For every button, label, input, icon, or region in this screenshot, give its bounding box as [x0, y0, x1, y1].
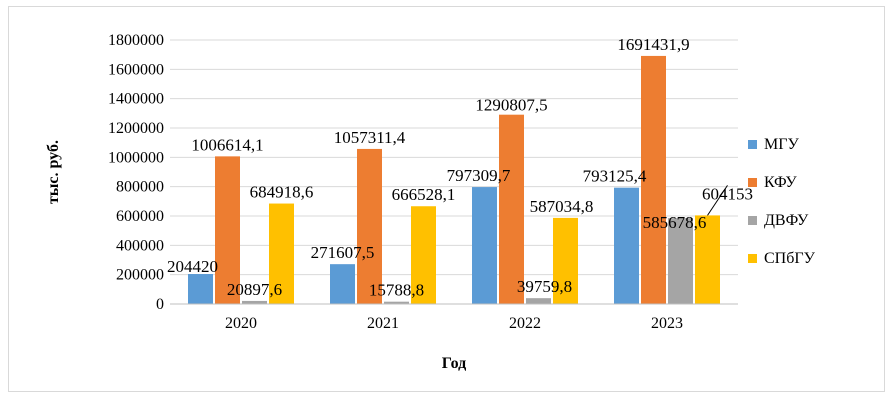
bar [553, 217, 578, 304]
data-label: 585678,6 [643, 213, 707, 232]
data-label: 797309,7 [447, 166, 511, 185]
y-tick-label: 1000000 [108, 149, 164, 166]
bar [641, 55, 666, 304]
data-label: 604153 [702, 184, 753, 203]
data-label: 20897,6 [227, 280, 282, 299]
chart-frame [8, 6, 885, 392]
legend: МГУ КФУ ДВФУ СПбГУ [748, 136, 816, 267]
legend-swatch [748, 216, 757, 225]
data-label: 666528,1 [392, 185, 456, 204]
x-tick-label: 2021 [367, 315, 399, 332]
y-tick-label: 400000 [116, 237, 164, 254]
data-label: 793125,4 [583, 167, 647, 186]
data-label: 1057311,4 [334, 128, 406, 147]
data-label: 204420 [167, 257, 218, 276]
legend-label: КФУ [764, 174, 797, 191]
y-tick-label: 800000 [116, 179, 164, 196]
y-tick-label: 0 [156, 296, 164, 313]
data-label: 1006614,1 [191, 135, 263, 154]
bar [668, 218, 693, 304]
y-tick-label: 1600000 [108, 61, 164, 78]
y-tick-label: 200000 [116, 267, 164, 284]
y-tick-label: 1400000 [108, 91, 164, 108]
data-label: 587034,8 [530, 197, 594, 216]
x-tick-label: 2022 [509, 315, 541, 332]
legend-label: СПбГУ [764, 250, 816, 267]
y-axis-title: тыс. руб. [45, 140, 62, 204]
bar [472, 187, 497, 304]
bar [411, 206, 436, 304]
legend-label: ДВФУ [764, 212, 809, 229]
bar [330, 264, 355, 304]
legend-swatch [748, 254, 757, 263]
data-label: 1691431,9 [617, 35, 689, 54]
bar [188, 274, 213, 304]
bar [384, 301, 409, 304]
bar [526, 298, 551, 304]
x-axis-title: Год [442, 355, 466, 372]
bar [242, 300, 267, 304]
y-tick-label: 600000 [116, 208, 164, 225]
data-label: 684918,6 [250, 183, 314, 202]
bars [188, 55, 720, 304]
legend-label: МГУ [764, 136, 799, 153]
data-label: 271607,5 [311, 243, 375, 262]
legend-swatch [748, 140, 757, 149]
y-tick-label: 1800000 [108, 32, 164, 49]
x-tick-label: 2020 [225, 315, 257, 332]
legend-swatch [748, 178, 757, 187]
x-tick-label: 2023 [651, 315, 683, 332]
bar [357, 148, 382, 304]
data-label: 39759,8 [517, 277, 572, 296]
bar [215, 156, 240, 304]
data-label: 1290807,5 [475, 96, 547, 115]
bar [695, 215, 720, 304]
tick-labels: 0 200000 400000 600000 800000 1000000 1200000 1… [108, 32, 683, 332]
bar [614, 187, 639, 304]
data-labels: 204420 1006614,1 20897,6 684918,6 271607,5 10… [167, 35, 753, 300]
data-label: 15788,8 [369, 281, 424, 300]
bar [269, 203, 294, 304]
bar [499, 114, 524, 304]
y-tick-label: 1200000 [108, 120, 164, 137]
leader-line [707, 185, 728, 216]
